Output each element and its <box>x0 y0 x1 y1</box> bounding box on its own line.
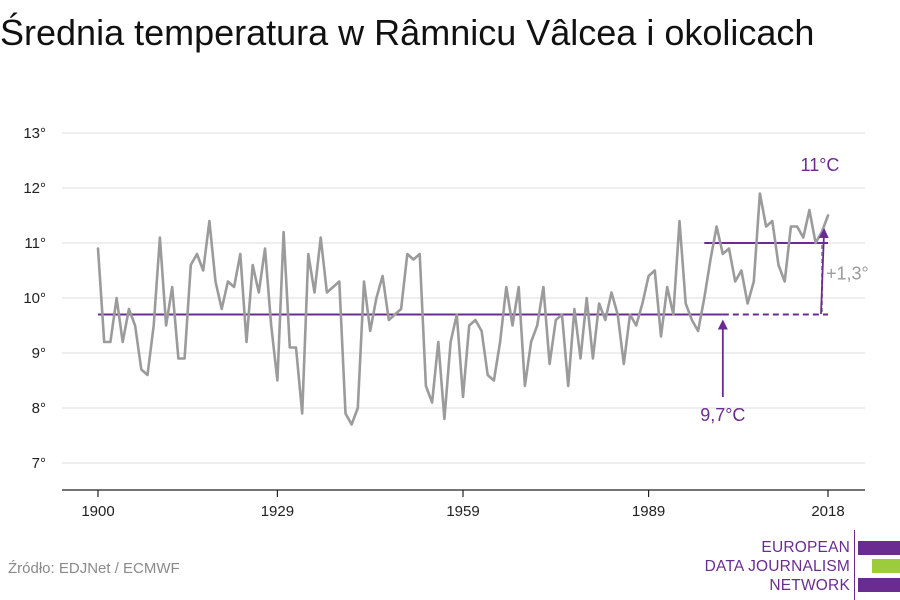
series-layer <box>96 192 830 426</box>
baseline-label: 9,7°C <box>700 405 745 425</box>
logo-bar-purple-top <box>858 541 900 555</box>
chart-title: Średnia temperatura w Râmnicu Vâlcea i o… <box>0 12 815 53</box>
x-tick-label-1959: 1959 <box>446 503 479 520</box>
y-tick-label-12: 12° <box>23 180 46 197</box>
logo-bar-purple-bottom <box>858 578 900 592</box>
x-axis: 1900 1929 1959 1989 2018 <box>62 489 865 520</box>
annotations-layer: +1,3° 9,7°C 11°C <box>700 155 869 425</box>
recent-mean-arrow <box>818 228 829 315</box>
logo-line-3: NETWORK <box>769 577 850 594</box>
logo-line-1: EUROPEAN <box>761 539 850 556</box>
logo-bar-green <box>872 559 900 573</box>
x-tick-label-1929: 1929 <box>261 503 294 520</box>
edjnet-logo: EUROPEAN DATA JOURNALISM NETWORK <box>700 530 900 600</box>
y-tick-label-8: 8° <box>32 400 46 417</box>
x-tick-label-1900: 1900 <box>81 503 114 520</box>
y-tick-label-9: 9° <box>32 345 46 362</box>
difference-label: +1,3° <box>826 263 869 283</box>
temperature-line-0 <box>96 192 830 426</box>
y-tick-label-7: 7° <box>32 455 46 472</box>
grid-lines <box>62 132 865 464</box>
y-tick-label-10: 10° <box>23 290 46 307</box>
source-note: Źródło: EDJNet / ECMWF <box>8 560 180 577</box>
recent-mean-label: 11°C <box>801 155 840 175</box>
y-tick-label-11: 11° <box>24 235 46 252</box>
y-tick-label-13: 13° <box>23 125 46 142</box>
y-axis-ticks: 7° 8° 9° 10° 11° 12° 13° <box>23 125 46 472</box>
logo-line-2: DATA JOURNALISM <box>704 558 850 575</box>
x-tick-label-2018: 2018 <box>811 503 844 520</box>
logo-separator <box>854 530 855 600</box>
x-tick-label-1989: 1989 <box>632 503 665 520</box>
